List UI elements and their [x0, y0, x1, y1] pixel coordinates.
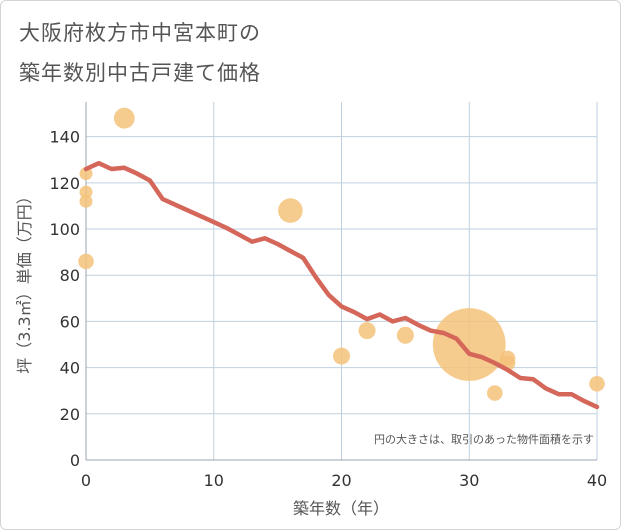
x-tick-label: 30 [459, 471, 479, 490]
bubble-point [358, 322, 376, 340]
bubble-point [113, 107, 135, 129]
bubble-series [78, 107, 605, 401]
bubble-point [79, 185, 93, 199]
bubble-point [432, 308, 506, 381]
bubble-point [396, 326, 414, 344]
y-tick-label: 20 [60, 405, 80, 424]
x-tick-label: 10 [204, 471, 224, 490]
y-tick-label: 0 [70, 451, 80, 470]
bubble-point [278, 198, 303, 223]
chart-title-line-1: 大阪府枚方市中宮本町の [19, 21, 261, 45]
x-tick-label: 40 [587, 471, 607, 490]
y-tick-label: 140 [49, 128, 80, 147]
average-line-series [83, 160, 600, 410]
x-tick-label: 20 [331, 471, 351, 490]
bubble-point [333, 347, 350, 365]
chart-title-line-2: 築年数別中古戸建て価格 [19, 61, 261, 85]
bubble-point [79, 194, 93, 208]
y-tick-label: 100 [49, 220, 80, 239]
x-tick-label: 0 [81, 471, 91, 490]
x-axis-title: 築年数（年） [293, 499, 389, 518]
y-tick-label: 40 [60, 359, 80, 378]
gridlines [85, 102, 598, 461]
y-axis-title: 坪（3.3㎡）単価（万円） [15, 188, 34, 373]
y-tick-label: 60 [60, 312, 80, 331]
y-tick-label: 80 [60, 266, 80, 285]
bubble-point [487, 385, 503, 401]
y-axis-ticks: 0 20 40 60 80 100 120 140 [49, 128, 80, 470]
bubble-point [79, 167, 93, 181]
bubble-point [589, 375, 605, 392]
size-note: 円の大きさは、取引のあった物件面積を示す [374, 432, 594, 446]
y-tick-label: 120 [49, 174, 80, 193]
x-axis-ticks: 0 10 20 30 40 [81, 471, 607, 490]
average-price-line [83, 160, 600, 410]
bubble-point [78, 253, 94, 270]
